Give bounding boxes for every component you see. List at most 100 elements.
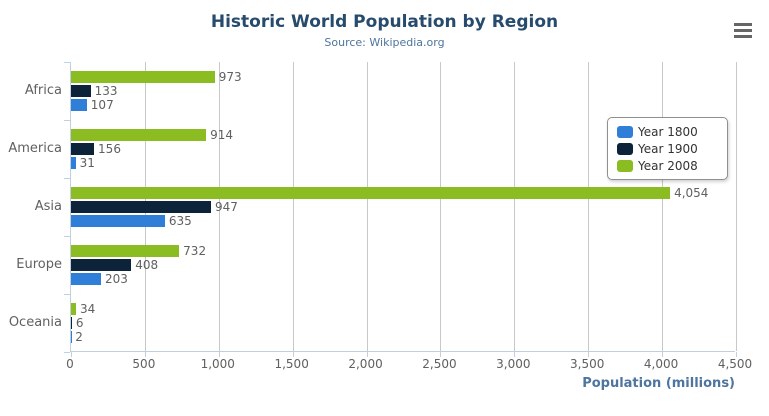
gridline (736, 62, 737, 351)
category-label: America (8, 141, 62, 156)
legend-swatch-icon (617, 159, 633, 172)
legend-label: Year 1900 (638, 141, 698, 156)
legend-item-year-1900[interactable]: Year 1900 (617, 141, 718, 156)
bar-year-1900[interactable] (71, 259, 132, 271)
hamburger-icon (734, 29, 752, 32)
data-label: 6 (75, 316, 84, 330)
x-tick-label: 1,500 (274, 357, 309, 371)
bar-year-2008[interactable] (71, 129, 207, 141)
data-label: 635 (168, 214, 192, 228)
category-label: Europe (16, 257, 62, 272)
bar-row: 203 (71, 272, 128, 286)
chart-subtitle: Source: Wikipedia.org (324, 36, 445, 49)
data-label: 973 (218, 70, 242, 84)
data-label: 914 (210, 128, 233, 142)
bar-row: 34 (71, 302, 96, 316)
category-label: Africa (24, 83, 62, 98)
bar-row: 914 (71, 128, 233, 142)
legend-item-year-2008[interactable]: Year 2008 (617, 158, 718, 173)
bar-year-1900[interactable] (71, 201, 211, 213)
data-label: 107 (90, 98, 114, 112)
gridline (292, 62, 294, 351)
bar-row: 2 (71, 330, 83, 344)
data-label: 34 (80, 302, 96, 316)
data-label: 133 (94, 84, 118, 98)
bar-year-1900[interactable] (71, 143, 95, 155)
y-axis-tick (64, 120, 70, 121)
gridline (662, 62, 664, 351)
bar-year-1800[interactable] (71, 99, 87, 111)
x-tick-label: 3,500 (570, 357, 605, 371)
bar-year-1900[interactable] (71, 85, 91, 97)
data-label: 2 (75, 330, 83, 344)
x-axis-tick (662, 352, 664, 357)
hamburger-icon (734, 35, 752, 38)
y-axis-tick (64, 352, 70, 353)
data-label: 947 (214, 200, 238, 214)
bar-row: 31 (71, 156, 95, 170)
x-axis-tick (440, 352, 442, 357)
bar-year-2008[interactable] (71, 71, 215, 83)
y-axis-tick (64, 62, 70, 63)
legend-swatch-icon (617, 125, 633, 138)
data-label: 156 (98, 142, 121, 156)
x-axis-tick (218, 352, 220, 357)
bar-row: 4,054 (71, 186, 709, 200)
bar-row: 6 (71, 316, 84, 330)
bar-year-1800[interactable] (71, 215, 165, 227)
x-tick-label: 3,000 (496, 357, 531, 371)
gridline (588, 62, 590, 351)
x-axis-title: Population (millions) (582, 376, 735, 391)
legend-item-year-1800[interactable]: Year 1800 (617, 124, 718, 139)
category-label: Oceania (8, 315, 62, 330)
bar-year-2008[interactable] (71, 303, 77, 315)
bar-row: 635 (71, 214, 192, 228)
bar-year-1800[interactable] (71, 157, 76, 169)
category-label: Asia (34, 199, 62, 214)
x-axis-tick (71, 352, 72, 357)
gridline (514, 62, 516, 351)
bar-row: 408 (71, 258, 159, 272)
bar-row: 156 (71, 142, 121, 156)
data-label: 4,054 (674, 186, 709, 200)
x-axis-tick (144, 352, 146, 357)
x-tick-label: 1,000 (200, 357, 235, 371)
x-axis-tick (292, 352, 294, 357)
legend-label: Year 2008 (638, 158, 698, 173)
legend-label: Year 1800 (638, 124, 698, 139)
bar-year-2008[interactable] (71, 187, 671, 199)
gridline (366, 62, 368, 351)
y-axis-tick (64, 294, 70, 295)
bar-year-2008[interactable] (71, 245, 180, 257)
bar-row: 133 (71, 84, 118, 98)
x-tick-label: 4,000 (643, 357, 679, 371)
bar-row: 973 (71, 70, 242, 84)
legend-swatch-icon (617, 142, 633, 155)
data-label: 203 (104, 272, 128, 286)
export-menu-button[interactable] (732, 22, 754, 39)
x-tick-label: 0 (66, 357, 74, 371)
gridline (440, 62, 442, 351)
x-tick-label: 4,500 (717, 357, 753, 371)
x-tick-label: 2,500 (422, 357, 457, 371)
gridline (218, 62, 220, 351)
x-axis-tick (736, 352, 737, 357)
bar-row: 107 (71, 98, 114, 112)
data-label: 732 (183, 244, 207, 258)
data-label: 408 (135, 258, 159, 272)
chart-title: Historic World Population by Region (210, 12, 559, 32)
bar-year-1900[interactable] (71, 317, 72, 329)
bar-year-1800[interactable] (71, 273, 101, 285)
y-axis-tick (64, 178, 70, 179)
bar-row: 947 (71, 200, 238, 214)
x-tick-label: 500 (132, 357, 156, 371)
x-tick-label: 2,000 (348, 357, 383, 371)
y-axis-tick (64, 236, 70, 237)
data-label: 31 (79, 156, 95, 170)
x-axis-tick (514, 352, 516, 357)
x-axis-tick (366, 352, 368, 357)
bar-row: 732 (71, 244, 207, 258)
x-axis-tick (588, 352, 590, 357)
plot-area: 973 133 107 914 156 31 4,054 947 635 732 408 203 34 6… (64, 62, 737, 357)
